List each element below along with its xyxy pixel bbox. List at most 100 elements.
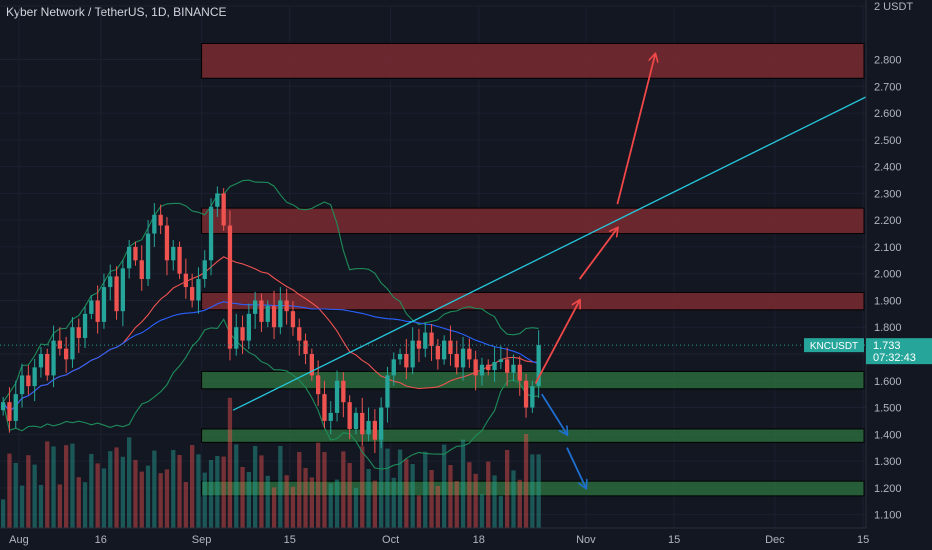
moving-average-long [2, 301, 539, 413]
volume-bar [158, 473, 163, 528]
volume-bar [183, 482, 188, 528]
volume-bar [234, 444, 239, 528]
arrow-up [616, 54, 655, 205]
volume-bar [227, 397, 233, 528]
candle-body [278, 300, 283, 328]
candle-body [177, 246, 182, 274]
candle-body [410, 340, 415, 368]
volume-bar [1, 499, 6, 528]
volume-bar [26, 455, 31, 528]
volume-bar [385, 448, 390, 528]
support-zone [201, 480, 865, 497]
x-tick-label: Oct [382, 534, 399, 546]
candle-body [385, 375, 390, 408]
volume-bar [467, 462, 472, 528]
candle-body [316, 375, 321, 395]
volume-bar [442, 444, 447, 528]
y-tick-label: 1.900 [874, 295, 902, 307]
candle-body [95, 300, 100, 322]
volume-bar [322, 452, 327, 528]
candle-body [404, 354, 409, 368]
candle-body [164, 225, 170, 261]
volume-bar [397, 449, 403, 528]
arrow-down [566, 447, 586, 488]
candle-body [523, 380, 529, 408]
candle-body [114, 276, 119, 312]
volume-bar [379, 432, 384, 528]
volume-bar [240, 467, 245, 528]
volume-bar [13, 463, 18, 528]
volume-bar [120, 456, 125, 528]
candle-body [479, 364, 485, 376]
candle-body [171, 246, 176, 261]
volume-bar [139, 471, 144, 528]
x-tick-label: Nov [576, 534, 596, 546]
volume-bar [246, 472, 251, 528]
x-tick-label: 18 [473, 534, 485, 546]
candle-body [416, 340, 422, 349]
candle-body [196, 279, 201, 301]
volume-bar [253, 446, 258, 528]
candle-body [448, 340, 453, 354]
candle-body [467, 348, 472, 360]
candle-body [454, 354, 459, 368]
volume-bar [297, 452, 302, 528]
candle-body [442, 340, 447, 360]
candle-body [259, 300, 264, 322]
symbol-label: KNCUSDT [810, 341, 858, 352]
y-tick-label: 1.300 [874, 456, 902, 468]
volume-bar [416, 495, 422, 528]
candle-body [284, 300, 289, 312]
x-tick-label: 15 [284, 534, 296, 546]
candle-body [227, 225, 233, 349]
y-tick-label: 2 USDT [874, 1, 913, 13]
candle-body [190, 287, 195, 301]
candle-body [486, 364, 491, 371]
arrow-down [541, 393, 567, 434]
x-tick-label: Sep [192, 534, 212, 546]
candle-body [253, 300, 258, 314]
support-zone [201, 428, 865, 443]
candle-body [505, 359, 510, 373]
candle-body [429, 332, 434, 346]
candle-body [51, 340, 56, 376]
candle-body [208, 206, 214, 261]
price-axis [866, 0, 932, 550]
candle-body [19, 375, 25, 395]
resistance-zone [201, 291, 865, 311]
y-tick-label: 1.800 [874, 322, 902, 334]
volume-bar [523, 434, 529, 528]
volume-bar [460, 439, 466, 528]
candle-body [101, 287, 107, 322]
volume-bar [164, 469, 170, 528]
time-axis [0, 528, 932, 550]
volume-bar [108, 451, 113, 528]
candle-body [372, 420, 377, 440]
candle-body [127, 246, 132, 269]
candle-body [347, 402, 352, 429]
volume-bar [145, 465, 151, 528]
y-tick-label: 2.100 [874, 242, 902, 254]
volume-bar [530, 454, 535, 528]
volume-bar [51, 446, 56, 528]
candle-body [265, 305, 270, 322]
y-tick-label: 2.400 [874, 162, 902, 174]
arrow-up [534, 300, 580, 384]
y-tick-label: 2.600 [874, 108, 902, 120]
candle-body [322, 394, 327, 421]
candle-body [309, 354, 314, 376]
candle-body [271, 305, 277, 328]
y-tick-label: 2.500 [874, 135, 902, 147]
candle-body [353, 412, 359, 429]
volume-bar [284, 475, 289, 528]
candle-body [7, 402, 12, 421]
candle-body [26, 375, 31, 387]
volume-bar [303, 468, 308, 528]
candle-body [303, 340, 308, 354]
volume-bar [57, 484, 62, 528]
candle-body [152, 214, 157, 234]
candle-body [460, 348, 466, 368]
volume-bar [486, 461, 491, 528]
candle-body [89, 300, 94, 314]
